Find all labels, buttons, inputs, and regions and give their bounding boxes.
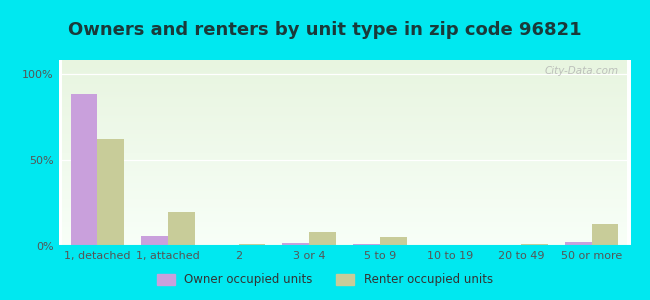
Bar <box>424 245 450 246</box>
Bar <box>70 94 98 246</box>
Text: City-Data.com: City-Data.com <box>545 66 619 76</box>
Bar <box>353 244 380 246</box>
Bar <box>239 244 265 246</box>
Bar <box>521 244 548 246</box>
Bar <box>141 236 168 246</box>
Bar <box>592 224 619 246</box>
Bar <box>450 245 477 246</box>
Bar <box>380 237 407 246</box>
Bar <box>168 212 195 246</box>
Bar <box>565 242 592 246</box>
Bar <box>494 245 521 246</box>
Bar <box>212 245 239 246</box>
Bar <box>309 232 336 246</box>
Bar <box>98 139 124 246</box>
Legend: Owner occupied units, Renter occupied units: Owner occupied units, Renter occupied un… <box>153 269 497 291</box>
Bar <box>282 243 309 246</box>
Text: Owners and renters by unit type in zip code 96821: Owners and renters by unit type in zip c… <box>68 21 582 39</box>
